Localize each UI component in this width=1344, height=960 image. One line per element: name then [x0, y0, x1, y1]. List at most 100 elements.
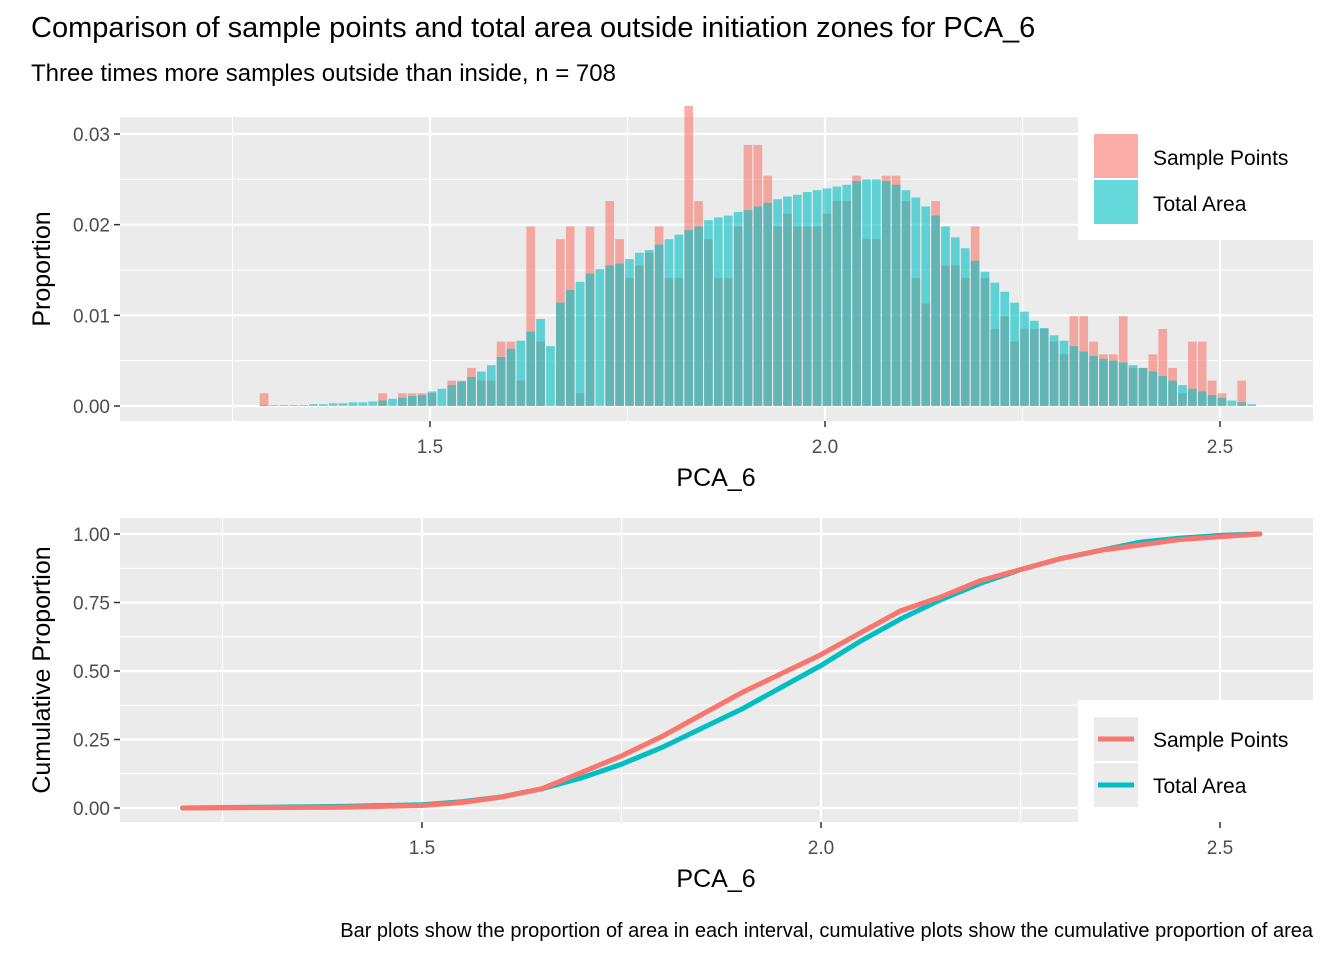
cumulative-lines [180, 531, 1263, 811]
total-area-bar [872, 179, 881, 406]
total-area-bar [891, 184, 901, 406]
total-area-bar [743, 210, 753, 406]
total-area-bar [1158, 376, 1168, 406]
y-tick-label: 0.00 [73, 799, 110, 820]
y-tick-label: 0.01 [73, 306, 110, 327]
total-area-bar [654, 244, 664, 406]
total-area-bar [427, 391, 437, 406]
cumulative-y-axis-title: Cumulative Proportion [28, 546, 56, 793]
y-tick-label: 0.03 [73, 125, 110, 146]
total-area-bar [565, 289, 575, 406]
histogram-y-axis: 0.00 0.01 0.02 0.03 [73, 125, 120, 418]
total-area-bar [941, 226, 950, 406]
total-area-bar [1178, 385, 1187, 406]
total-area-bar [289, 405, 299, 406]
cumulative-panel: 0.00 0.25 0.50 0.75 1.00 1.5 2.0 2.5 PCA_6 Cum… [28, 518, 1313, 893]
total-area-bar [1039, 328, 1049, 406]
total-area-bar [733, 211, 743, 406]
total-area-bar [1010, 302, 1019, 406]
total-area-bar [1227, 400, 1237, 406]
total-area-bar [862, 179, 871, 406]
total-area-bar [595, 269, 605, 406]
total-area-bar [496, 357, 506, 406]
total-area-bar [773, 199, 782, 406]
total-area-bar [664, 239, 674, 406]
chart-title: Comparison of sample points and total ar… [31, 12, 1036, 44]
total-area-bar [299, 405, 308, 406]
total-area-bar [802, 192, 812, 406]
total-area-bar [348, 402, 358, 406]
total-area-bar [842, 184, 852, 406]
y-tick-label: 0.00 [73, 397, 110, 418]
total-area-bar [793, 194, 802, 406]
total-area-bar [309, 404, 318, 406]
sample-points-bar [526, 226, 536, 406]
total-area-bar [546, 346, 555, 406]
total-area-bar [358, 402, 368, 406]
total-area-bar [516, 340, 526, 406]
x-tick-label: 2.5 [1207, 437, 1233, 458]
total-area-bar [763, 202, 773, 406]
total-area-bar [328, 403, 338, 406]
histogram-y-axis-title: Proportion [28, 211, 56, 326]
total-area-bar [1118, 362, 1128, 406]
total-area-bar [1059, 340, 1069, 406]
histogram-legend: Sample Points Total Area [1078, 117, 1313, 240]
sample-points-bar [259, 393, 269, 406]
total-area-bar [723, 215, 733, 406]
legend-label-total-area-cumulative: Total Area [1153, 775, 1247, 798]
total-area-bar [674, 234, 684, 406]
total-area-bar [911, 197, 921, 406]
total-area-bar [704, 220, 713, 406]
total-area-bar [437, 388, 447, 406]
y-tick-label: 1.00 [73, 525, 110, 546]
sample-points-line [180, 531, 1263, 811]
legend-label-sample-points-cumulative: Sample Points [1153, 729, 1288, 752]
total-area-bar [921, 206, 931, 406]
legend-swatch-total-area [1094, 180, 1138, 224]
chart-caption: Bar plots show the proportion of area in… [340, 920, 1313, 942]
total-area-bar [575, 281, 585, 406]
total-area-bar [1000, 291, 1010, 406]
total-area-bar [881, 181, 891, 406]
total-area-bar [1030, 320, 1039, 406]
total-area-bar [1168, 380, 1177, 406]
y-tick-label: 0.02 [73, 216, 110, 237]
total-area-bar [852, 181, 861, 406]
sample-points-bar [1158, 328, 1168, 406]
total-area-bar [783, 196, 792, 406]
total-area-bar [1188, 388, 1197, 406]
cumulative-legend: Sample Points Total Area [1078, 700, 1313, 822]
total-area-bar [951, 237, 960, 406]
total-area-bar [407, 396, 417, 406]
total-area-bar [556, 302, 565, 406]
total-area-bar [1217, 397, 1227, 406]
total-area-bar [832, 186, 842, 406]
total-area-bar [269, 405, 279, 406]
total-area-bar [1207, 395, 1217, 406]
total-area-bar [486, 365, 496, 406]
cumulative-x-axis-title: PCA_6 [676, 865, 755, 893]
total-area-bar [625, 259, 634, 406]
sample-points-bar [1207, 380, 1217, 406]
total-area-bar [536, 318, 545, 406]
total-area-bar [1079, 351, 1089, 406]
total-area-bar [980, 271, 990, 406]
total-area-bar [644, 250, 654, 406]
sample-points-bar [1197, 341, 1207, 406]
legend-swatch-sample-points [1094, 134, 1138, 178]
total-area-bar [714, 217, 723, 406]
total-area-bar [1089, 356, 1098, 406]
total-area-bar [1247, 404, 1256, 406]
total-area-bar [931, 215, 940, 406]
total-area-bar [388, 398, 397, 406]
cumulative-x-axis: 1.5 2.0 2.5 [409, 822, 1233, 859]
total-area-bar [990, 282, 1000, 406]
histogram-x-axis: 1.5 2.0 2.5 [417, 421, 1233, 458]
total-area-bar [694, 226, 703, 406]
total-area-bar [635, 252, 644, 406]
total-area-bar [398, 397, 407, 406]
total-area-bar [319, 404, 328, 406]
legend-label-sample-points: Sample Points [1153, 147, 1288, 170]
